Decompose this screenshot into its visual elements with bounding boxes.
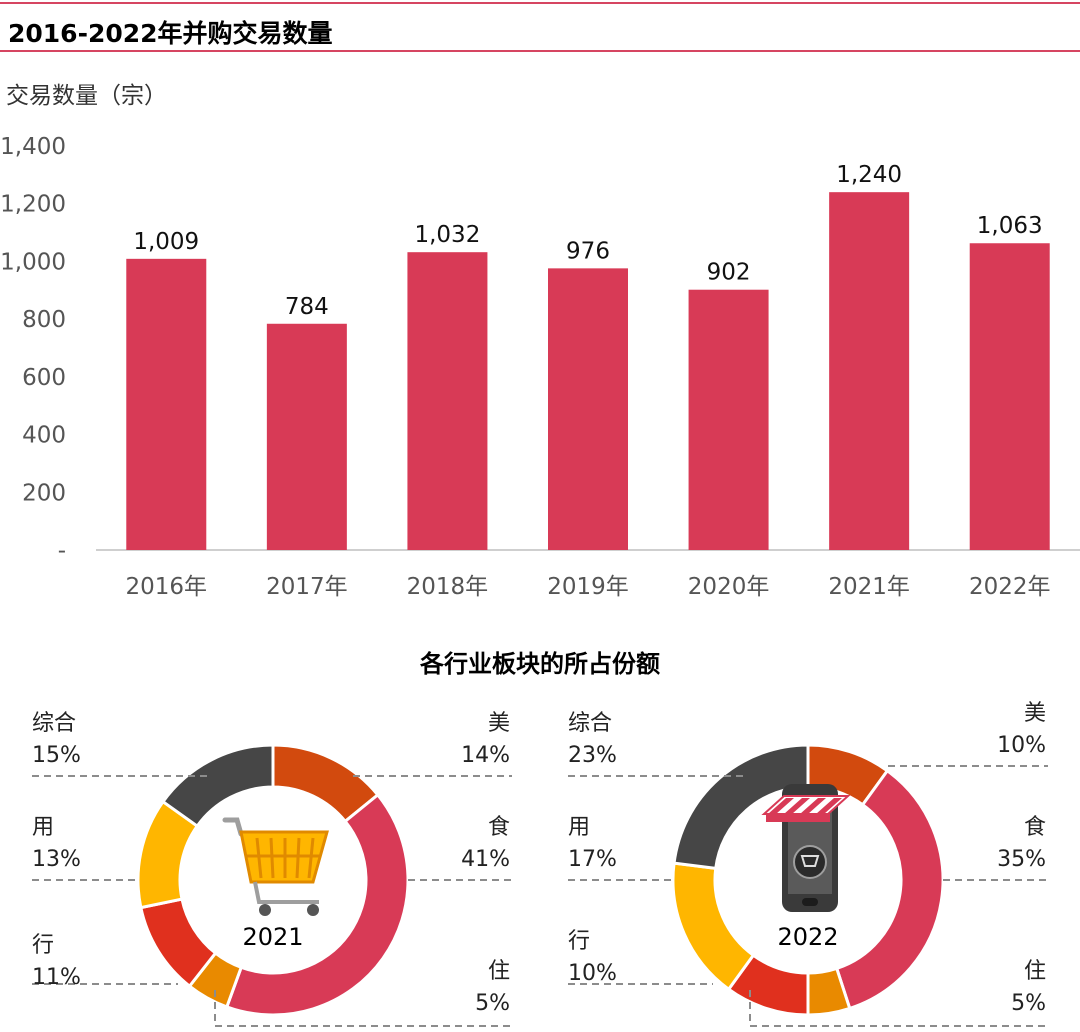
bar-value-label: 784 xyxy=(285,294,329,320)
bar-value-label: 1,009 xyxy=(133,229,199,255)
label-2022-xing: 行 10% xyxy=(568,929,617,986)
y-tick-label: 400 xyxy=(22,423,66,449)
x-tick-label: 2017年 xyxy=(266,574,348,600)
label-2021-zonghe: 综合 15% xyxy=(32,711,81,768)
label-2022-zonghe: 综合 23% xyxy=(568,711,617,768)
x-tick-label: 2021年 xyxy=(828,574,910,600)
donut-slice xyxy=(160,743,275,829)
label-2022-zhu: 住 5% xyxy=(1011,959,1046,1016)
bar-chart: - 200 400 600 800 1,000 1,200 1,400 1,009 2016年 78… xyxy=(0,134,1080,600)
bar-value-label: 1,063 xyxy=(977,213,1043,239)
bar xyxy=(126,258,207,550)
bar xyxy=(548,268,628,550)
label-2022-yong: 用 17% xyxy=(568,815,617,872)
y-tick-label: 1,400 xyxy=(0,134,66,160)
shopping-basket-icon xyxy=(222,817,329,916)
bar xyxy=(969,243,1050,550)
y-tick-label: 600 xyxy=(22,365,66,391)
chart-title: 2016-2022年并购交易数量 xyxy=(8,19,333,48)
bar-value-label: 1,032 xyxy=(414,222,480,248)
y-tick-label: 200 xyxy=(22,480,66,506)
x-tick-label: 2016年 xyxy=(126,574,208,600)
title-bar: 2016-2022年并购交易数量 xyxy=(0,4,1080,52)
y-tick-label: 800 xyxy=(22,307,66,333)
donut-center-label: 2022 xyxy=(777,923,838,951)
donut-charts: 2021 2022 xyxy=(32,743,1048,1027)
y-axis-label: 交易数量（宗） xyxy=(6,83,167,109)
donut-slice xyxy=(224,792,410,1017)
bar-value-label: 976 xyxy=(566,238,610,264)
label-2022-mei: 美 10% xyxy=(997,701,1046,758)
leader-line xyxy=(749,990,1048,1027)
label-2021-xing: 行 11% xyxy=(32,933,81,990)
x-tick-label: 2022年 xyxy=(969,574,1051,600)
bar-value-label: 902 xyxy=(707,260,751,286)
x-tick-label: 2019年 xyxy=(547,574,629,600)
donut-slice xyxy=(672,743,810,871)
label-2021-mei: 美 14% xyxy=(461,711,510,768)
mobile-shop-icon xyxy=(761,784,851,912)
y-tick-label: - xyxy=(58,538,66,564)
donut-center-label: 2021 xyxy=(242,923,303,951)
y-tick-label: 1,000 xyxy=(0,249,66,275)
donut-slice xyxy=(671,861,756,992)
donut-slice xyxy=(834,768,945,1011)
label-2022-shi: 食 35% xyxy=(997,815,1046,872)
x-tick-label: 2018年 xyxy=(407,574,489,600)
label-2021-shi: 食 41% xyxy=(461,815,510,872)
leader-line xyxy=(214,990,512,1027)
y-tick-label: 1,200 xyxy=(0,192,66,218)
label-2021-yong: 用 13% xyxy=(32,815,81,872)
bar xyxy=(688,289,769,550)
bar-value-label: 1,240 xyxy=(836,162,902,188)
label-2021-zhu: 住 5% xyxy=(475,959,510,1016)
x-tick-label: 2020年 xyxy=(688,574,770,600)
top-rule xyxy=(0,2,1080,4)
bar xyxy=(829,192,910,550)
bar xyxy=(407,252,488,551)
donut-section-title: 各行业板块的所占份额 xyxy=(420,650,660,678)
bar xyxy=(266,323,347,550)
